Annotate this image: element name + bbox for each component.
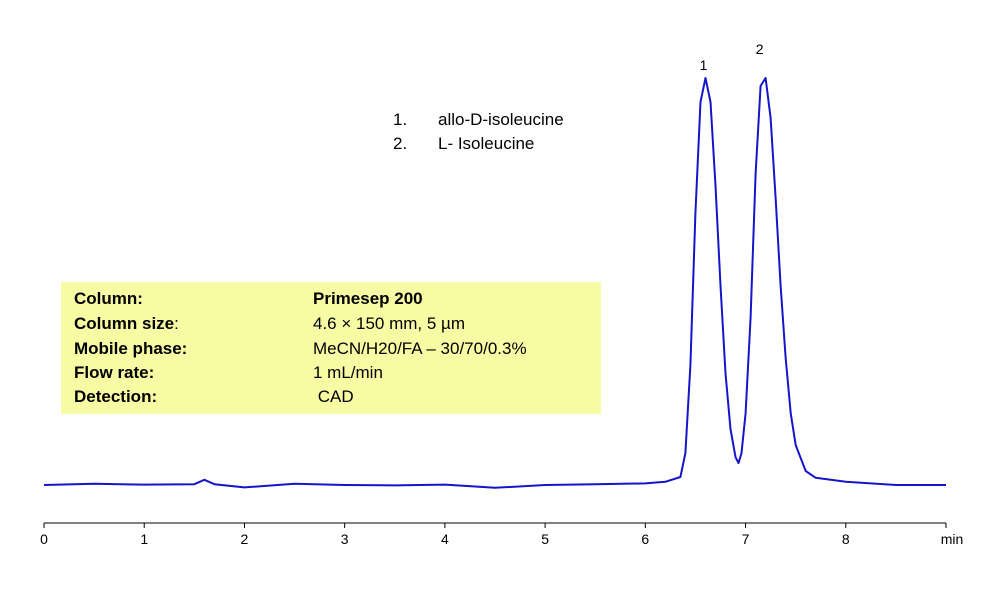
condition-key: Column: <box>74 289 143 308</box>
x-tick-label: 3 <box>341 531 349 547</box>
legend-item-name: L- Isoleucine <box>438 134 535 153</box>
series-group <box>43 77 946 489</box>
condition-key-suffix: : <box>174 314 179 333</box>
x-tick-label: 1 <box>140 531 148 547</box>
legend-item-number: 2. <box>393 134 408 153</box>
chromatogram-trace <box>43 77 946 489</box>
condition-value: Primesep 200 <box>313 289 423 308</box>
x-tick-label: 6 <box>641 531 649 547</box>
condition-value: 4.6 × 150 mm, 5 µm <box>313 314 465 333</box>
x-tick-label: 5 <box>541 531 549 547</box>
legend-item-name: allo-D-isoleucine <box>438 110 564 129</box>
condition-value: MeCN/H20/FA – 30/70/0.3% <box>313 339 527 358</box>
x-tick-label: 4 <box>441 531 449 547</box>
condition-value: CAD <box>313 387 354 406</box>
conditions-box: Column: Primesep 200 Column size: 4.6 × … <box>61 282 601 414</box>
peak-label: 2 <box>756 41 764 57</box>
peak-labels: 12 <box>700 41 764 73</box>
x-tick-label: 8 <box>842 531 850 547</box>
condition-value: 1 mL/min <box>313 363 383 382</box>
condition-key: Flow rate: <box>74 363 155 382</box>
condition-key-text: Column size <box>74 314 175 333</box>
x-tick-label: 0 <box>40 531 48 547</box>
x-tick-label: 7 <box>742 531 750 547</box>
peak-legend: 1. allo-D-isoleucine 2. L- Isoleucine <box>393 108 564 156</box>
condition-key: Mobile phase: <box>74 339 188 358</box>
condition-key: Column size: <box>74 313 179 335</box>
x-tick-label: 2 <box>241 531 249 547</box>
legend-item-number: 1. <box>393 110 408 129</box>
legend-item: 2. L- Isoleucine <box>393 132 564 156</box>
peak-label: 1 <box>700 57 708 73</box>
condition-key: Detection: <box>74 387 158 406</box>
x-unit-label: min <box>941 531 964 547</box>
x-axis: 0 1 2 3 4 5 6 7 8 min <box>40 522 964 547</box>
legend-item: 1. allo-D-isoleucine <box>393 108 564 132</box>
